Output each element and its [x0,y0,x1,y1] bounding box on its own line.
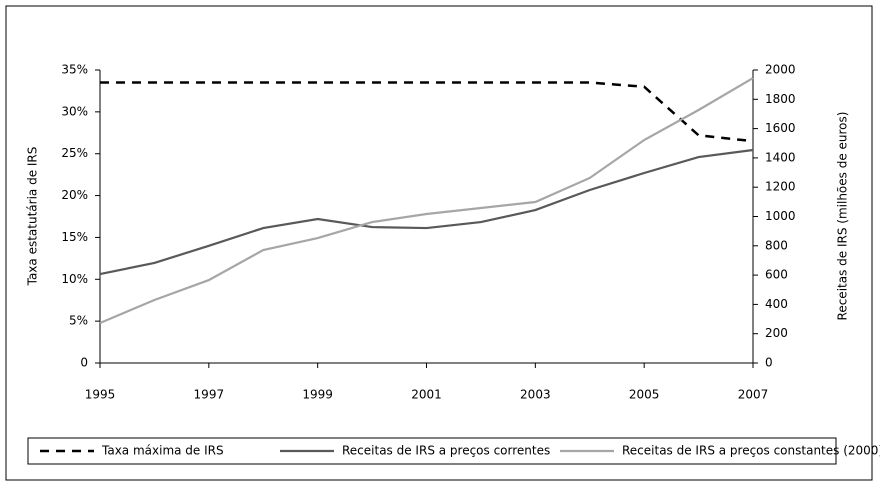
series-line [100,81,754,143]
y2-tick-label: 2000 [765,63,796,77]
x-tick-label: 2007 [738,388,769,402]
series-line [99,148,754,276]
y-tick-label: 30% [61,104,88,118]
y2-tick-label: 1200 [765,180,796,194]
legend-label: Receitas de IRS a preços constantes (200… [622,444,880,458]
y2-tick-label: 0 [765,356,773,370]
y2-tick-label: 1400 [765,150,796,164]
y2-axis-title: Receitas de IRS (milhões de euros) [836,112,850,321]
y-tick-label: 5% [69,314,88,328]
legend-label: Receitas de IRS a preços correntes [342,444,550,458]
y2-tick-label: 1000 [765,209,796,223]
x-tick-label: 2001 [411,388,442,402]
frame [5,5,873,481]
y2-tick-label: 400 [765,297,788,311]
y2-tick-label: 800 [765,238,788,252]
x-tick-label: 1995 [85,388,116,402]
y2-tick-label: 1800 [765,92,796,106]
y-axis-title: Taxa estatutária de IRS [26,147,40,287]
x-tick-label: 2005 [629,388,660,402]
legend-label: Taxa máxima de IRS [101,444,224,458]
y2-tick-label: 1600 [765,121,796,135]
y-tick-label: 0 [80,356,88,370]
y-tick-label: 15% [61,230,88,244]
x-tick-label: 1997 [194,388,225,402]
series-line [99,77,754,325]
y2-tick-label: 600 [765,268,788,282]
legend-box [27,437,837,465]
x-tick-label: 2003 [520,388,551,402]
x-tick-label: 1999 [302,388,333,402]
y-tick-label: 10% [61,272,88,286]
y-tick-label: 25% [61,146,88,160]
y-tick-label: 35% [61,63,88,77]
y2-tick-label: 200 [765,326,788,340]
y-tick-label: 20% [61,188,88,202]
